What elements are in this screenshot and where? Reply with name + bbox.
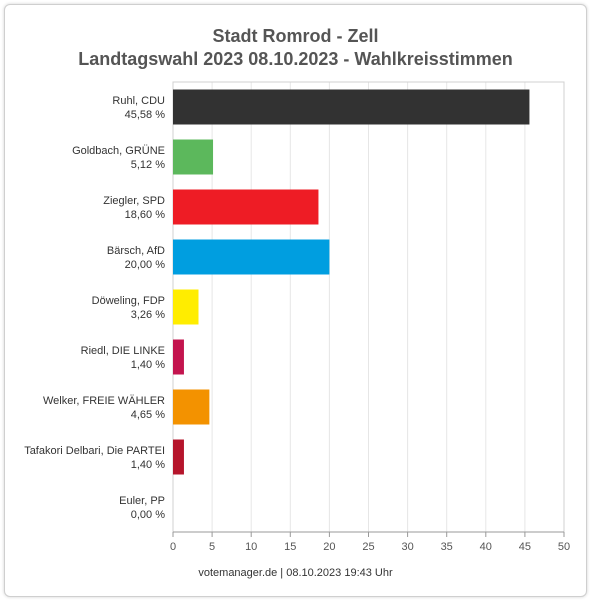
category-label: Riedl, DIE LINKE	[81, 345, 165, 357]
x-tick-label: 50	[558, 541, 570, 553]
bar	[173, 89, 530, 125]
category-label: Bärsch, AfD	[107, 245, 165, 257]
bar	[173, 439, 184, 475]
bar	[173, 189, 319, 225]
x-tick-label: 5	[209, 541, 215, 553]
footer-source: votemanager.de | 08.10.2023 19:43 Uhr	[198, 567, 393, 579]
chart-subtitle: Landtagswahl 2023 08.10.2023 - Wahlkreis…	[78, 49, 513, 69]
x-tick-label: 20	[323, 541, 335, 553]
value-label: 20,00 %	[125, 259, 166, 271]
x-tick-label: 15	[284, 541, 296, 553]
chart-title: Stadt Romrod - Zell	[212, 26, 379, 46]
bar	[173, 339, 184, 375]
value-label: 3,26 %	[131, 309, 165, 321]
x-tick-label: 35	[441, 541, 453, 553]
bar	[173, 239, 330, 275]
category-label: Ruhl, CDU	[112, 95, 165, 107]
value-label: 18,60 %	[125, 209, 166, 221]
category-label: Tafakori Delbari, Die PARTEI	[24, 445, 165, 457]
value-label: 4,65 %	[131, 409, 165, 421]
x-tick-label: 10	[245, 541, 257, 553]
x-tick-label: 30	[401, 541, 413, 553]
value-label: 1,40 %	[131, 359, 165, 371]
category-label: Ziegler, SPD	[103, 195, 165, 207]
value-label: 45,58 %	[125, 109, 166, 121]
category-label: Döweling, FDP	[92, 295, 165, 307]
value-label: 0,00 %	[131, 509, 165, 521]
x-tick-label: 25	[362, 541, 374, 553]
bar	[173, 289, 199, 325]
value-label: 1,40 %	[131, 459, 165, 471]
category-label: Goldbach, GRÜNE	[72, 145, 165, 157]
category-label: Euler, PP	[119, 495, 165, 507]
x-tick-label: 0	[170, 541, 176, 553]
value-label: 5,12 %	[131, 159, 165, 171]
bar	[173, 389, 210, 425]
x-tick-label: 45	[519, 541, 531, 553]
x-tick-label: 40	[480, 541, 492, 553]
bar	[173, 139, 214, 175]
category-label: Welker, FREIE WÄHLER	[43, 395, 165, 407]
